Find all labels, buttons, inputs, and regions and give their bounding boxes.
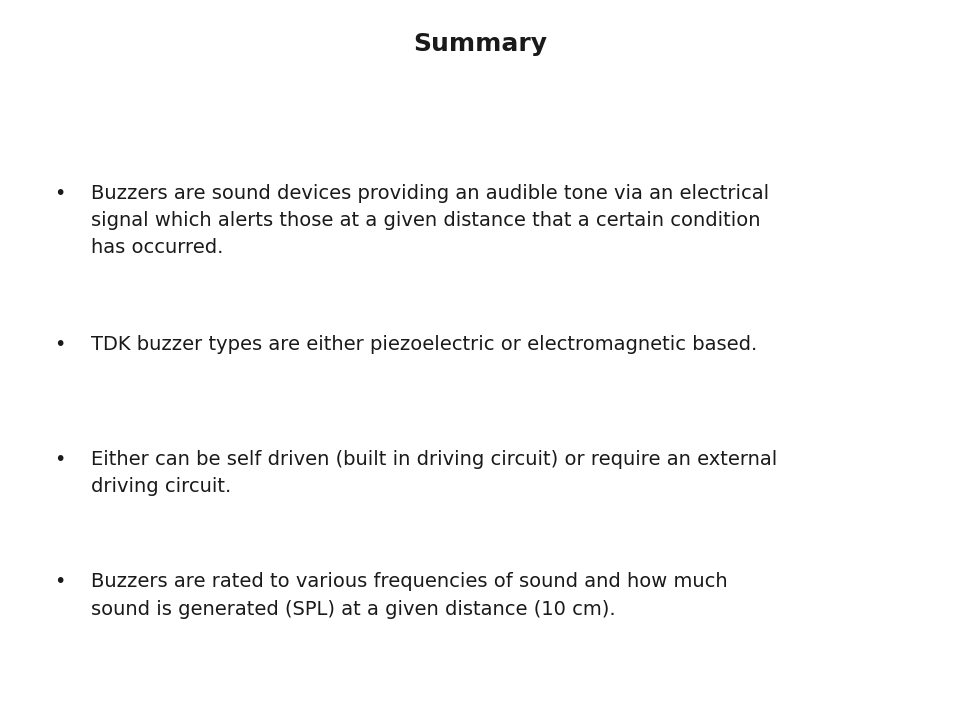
Text: Buzzers are rated to various frequencies of sound and how much
sound is generate: Buzzers are rated to various frequencies… — [91, 572, 728, 618]
Text: Either can be self driven (built in driving circuit) or require an external
driv: Either can be self driven (built in driv… — [91, 450, 778, 496]
Text: •: • — [54, 450, 65, 469]
Text: •: • — [54, 335, 65, 354]
Text: Summary: Summary — [413, 32, 547, 56]
Text: •: • — [54, 184, 65, 202]
Text: •: • — [54, 572, 65, 591]
Text: Buzzers are sound devices providing an audible tone via an electrical
signal whi: Buzzers are sound devices providing an a… — [91, 184, 769, 257]
Text: TDK buzzer types are either piezoelectric or electromagnetic based.: TDK buzzer types are either piezoelectri… — [91, 335, 757, 354]
